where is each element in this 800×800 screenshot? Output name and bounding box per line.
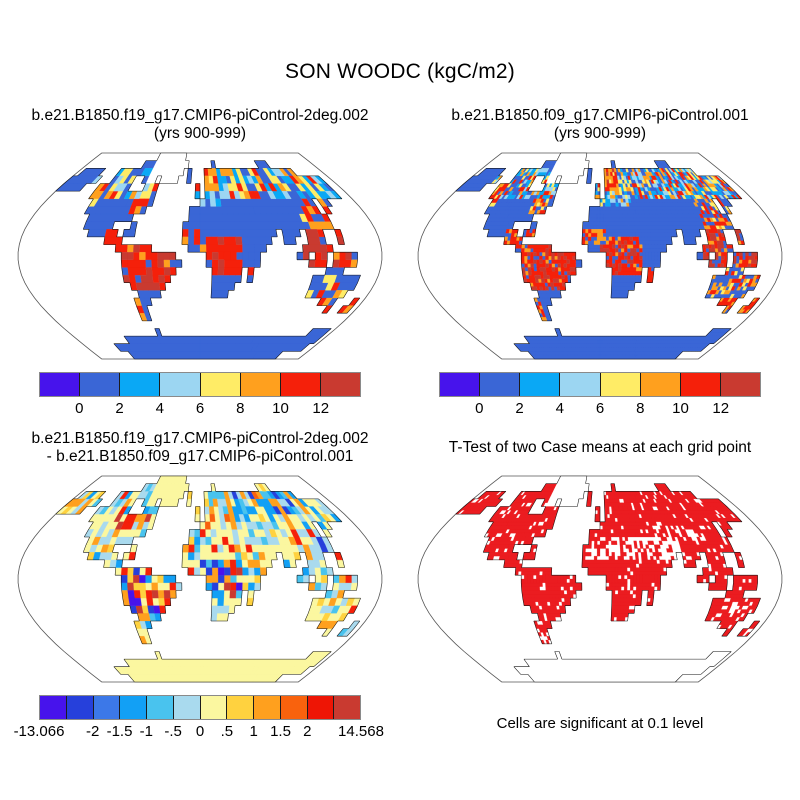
colorbar-labels: -13.066 -2 -1.5 -1 -.5 0 .5 1 1.5 2 14.568 (14, 723, 384, 742)
colorbar-box (719, 373, 760, 396)
colorbar-box (119, 696, 146, 719)
robinson-map-svg (17, 475, 383, 683)
colorbar-tick-label: -.5 (164, 723, 182, 740)
colorbar-difference: -13.066 -2 -1.5 -1 -.5 0 .5 1 1.5 2 14.568 (14, 695, 384, 742)
grid-cells (455, 483, 761, 645)
panel-title-line: (yrs 900-999) (153, 125, 247, 142)
colorbar-box (319, 373, 360, 396)
colorbar-labels: 0 2 4 6 8 10 12 (39, 400, 361, 419)
panel-top-right: b.e21.B1850.f09_g17.CMIP6-piControl.001 … (400, 102, 800, 425)
robinson-map-svg (417, 152, 783, 360)
colorbar-box (40, 696, 66, 719)
colorbar-tick-label: 2 (303, 723, 312, 740)
colorbar-tick-label: 10 (672, 400, 689, 417)
panel-bottom-left: b.e21.B1850.f19_g17.CMIP6-piControl-2deg… (0, 425, 400, 748)
panel-title-top-right: b.e21.B1850.f09_g17.CMIP6-piControl.001 … (400, 102, 800, 148)
colorbar-tick-label: 12 (312, 400, 330, 417)
colorbar-tick-label: 10 (272, 400, 289, 417)
colorbar-box (479, 373, 520, 396)
robinson-map-svg (417, 475, 783, 683)
panel-title-top-left: b.e21.B1850.f19_g17.CMIP6-piControl-2deg… (0, 102, 400, 148)
panel-title-line: (yrs 900-999) (553, 125, 647, 142)
world-map-ttest (412, 473, 788, 685)
colorbar-box (40, 373, 80, 396)
world-map-difference (12, 473, 388, 685)
colorbar-tick-label: 1.5 (270, 723, 291, 740)
figure: SON WOODC (kgC/m2) b.e21.B1850.f19_g17.C… (0, 60, 800, 748)
colorbar-boxes (39, 695, 361, 720)
colorbar-tick-label: 1 (249, 723, 258, 740)
coastline (455, 475, 761, 683)
colorbar-box (599, 373, 640, 396)
colorbar-tick-label: 4 (555, 400, 564, 417)
colorbar-box (159, 373, 200, 396)
coastline (455, 152, 761, 360)
colorbar-tick-label: -2 (85, 723, 100, 740)
colorbar-box (146, 696, 173, 719)
colorbar-boxes (439, 372, 761, 397)
panel-title-bottom-left: b.e21.B1850.f19_g17.CMIP6-piControl-2deg… (0, 425, 400, 471)
colorbar-labels: 0 2 4 6 8 10 12 (439, 400, 761, 419)
colorbar-tick-label: 2 (115, 400, 124, 417)
colorbar-tick-label: -1.5 (106, 723, 133, 740)
world-map-mean-case2 (412, 150, 788, 362)
colorbar-tick-label: -13.066 (13, 723, 65, 740)
colorbar-box (239, 373, 280, 396)
colorbar-box (279, 696, 307, 719)
colorbar-box (440, 373, 480, 396)
colorbar-box (519, 373, 560, 396)
colorbar-box (199, 696, 227, 719)
panel-grid: b.e21.B1850.f19_g17.CMIP6-piControl-2deg… (0, 102, 800, 748)
grid-cells (145, 152, 190, 184)
colorbar-box (306, 696, 334, 719)
panel-title-bottom-right: T-Test of two Case means at each grid po… (400, 425, 800, 471)
world-map-mean-case1 (12, 150, 388, 362)
colorbar-box (253, 696, 280, 719)
colorbar-box (559, 373, 600, 396)
colorbar-box (226, 696, 253, 719)
colorbar-tick-label: .5 (220, 723, 234, 740)
colorbar-tick-label: -1 (139, 723, 153, 740)
colorbar-tick-label: 8 (236, 400, 245, 417)
colorbar-tick-label: 2 (515, 400, 524, 417)
colorbar-tick-label: 6 (595, 400, 605, 417)
colorbar-tick-label: 4 (155, 400, 164, 417)
panel-title-line: b.e21.B1850.f19_g17.CMIP6-piControl-2deg… (31, 430, 369, 447)
colorbar-box (279, 373, 320, 396)
robinson-map-svg (17, 152, 383, 360)
significance-caption: Cells are significant at 0.1 level (496, 715, 704, 732)
panel-title-line: b.e21.B1850.f09_g17.CMIP6-piControl.001 (451, 107, 749, 124)
colorbar-tick-label: 0 (475, 400, 484, 417)
panel-bottom-right: T-Test of two Case means at each grid po… (400, 425, 800, 748)
colorbar-box (679, 373, 720, 396)
panel-title-line: T-Test of two Case means at each grid po… (448, 439, 752, 456)
panel-top-left: b.e21.B1850.f19_g17.CMIP6-piControl-2deg… (0, 102, 400, 425)
coastline (55, 475, 361, 683)
colorbar-box (639, 373, 680, 396)
colorbar-box (333, 696, 360, 719)
colorbar-box (119, 373, 160, 396)
colorbar-tick-label: 0 (195, 723, 205, 740)
figure-title: SON WOODC (kgC/m2) (285, 60, 515, 83)
colorbar-tick-label: 0 (75, 400, 84, 417)
coastline (55, 152, 361, 360)
colorbar-tick-label: 8 (636, 400, 645, 417)
colorbar-box (79, 373, 120, 396)
panel-title-line: b.e21.B1850.f19_g17.CMIP6-piControl-2deg… (31, 107, 369, 124)
colorbar-box (92, 696, 120, 719)
panel-title-line: - b.e21.B1850.f09_g17.CMIP6-piControl.00… (46, 448, 354, 465)
colorbar-box (199, 373, 240, 396)
colorbar-tick-label: 12 (712, 400, 730, 417)
colorbar-box (172, 696, 200, 719)
colorbar-mean-case1: 0 2 4 6 8 10 12 (39, 372, 361, 419)
colorbar-mean-case2: 0 2 4 6 8 10 12 (439, 372, 761, 419)
colorbar-boxes (39, 372, 361, 397)
grid-cells (204, 491, 260, 530)
colorbar-tick-label: 14.568 (338, 723, 384, 740)
colorbar-box (65, 696, 93, 719)
colorbar-tick-label: 6 (195, 400, 205, 417)
